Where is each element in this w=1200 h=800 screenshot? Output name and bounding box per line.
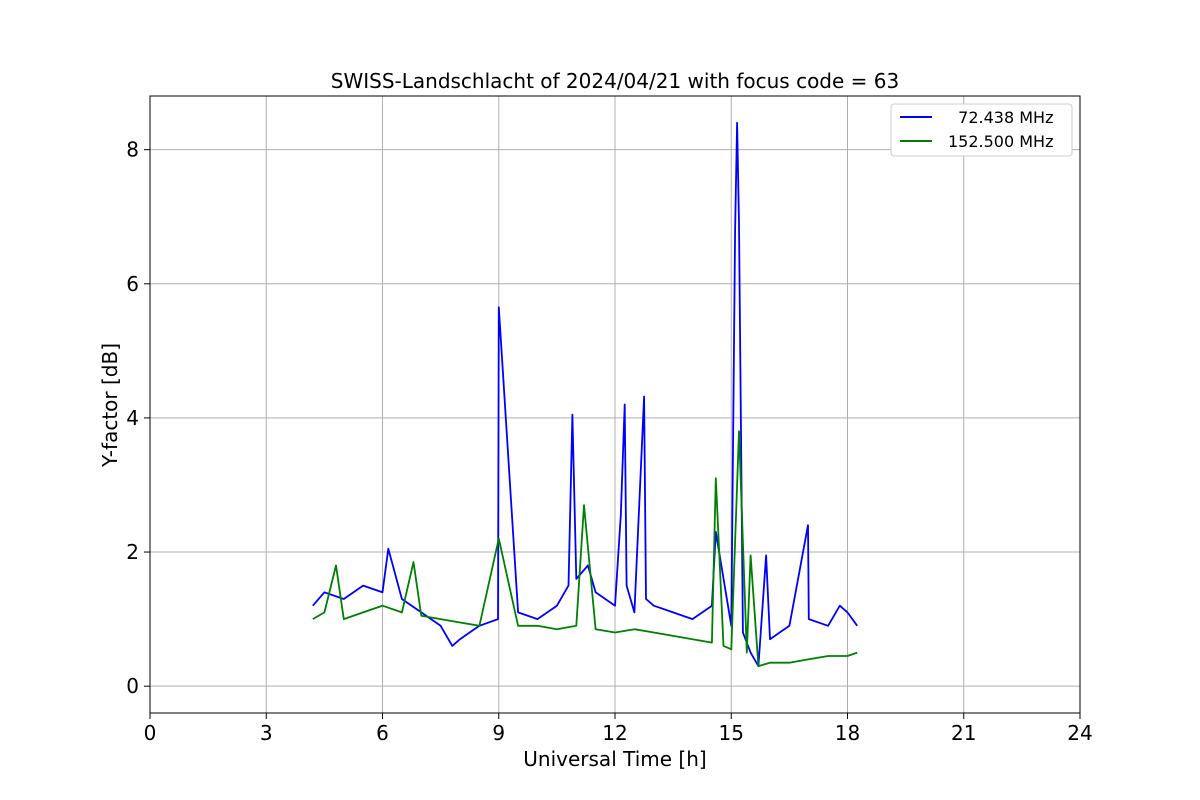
y-tick-label: 4 [126,406,139,430]
series-line-152mhz [312,430,858,667]
y-tick-label: 6 [126,272,139,296]
x-tick-label: 24 [1067,721,1092,745]
x-tick-label: 3 [260,721,273,745]
legend-label-152mhz: 152.500 MHz [948,132,1053,151]
y-tick-label: 8 [126,138,139,162]
x-tick-label: 15 [719,721,744,745]
legend-box [890,103,1073,157]
x-tick-label: 9 [492,721,505,745]
x-tick-label: 21 [951,721,976,745]
legend: 72.438 MHz 152.500 MHz [890,103,1073,157]
y-axis-label: Y-factor [dB] [98,343,122,468]
legend-label-72mhz: 72.438 MHz [948,108,1053,127]
x-axis-label: Universal Time [h] [523,747,706,771]
y-tick-label: 0 [126,674,139,698]
x-tick-label: 18 [835,721,860,745]
series-line-72mhz [312,121,858,667]
x-tick-label: 12 [602,721,627,745]
chart-title: SWISS-Landschlacht of 2024/04/21 with fo… [331,69,899,93]
x-tick-label: 0 [144,721,157,745]
y-tick-label: 2 [126,540,139,564]
series-lines [312,121,858,667]
x-tick-label: 6 [376,721,389,745]
